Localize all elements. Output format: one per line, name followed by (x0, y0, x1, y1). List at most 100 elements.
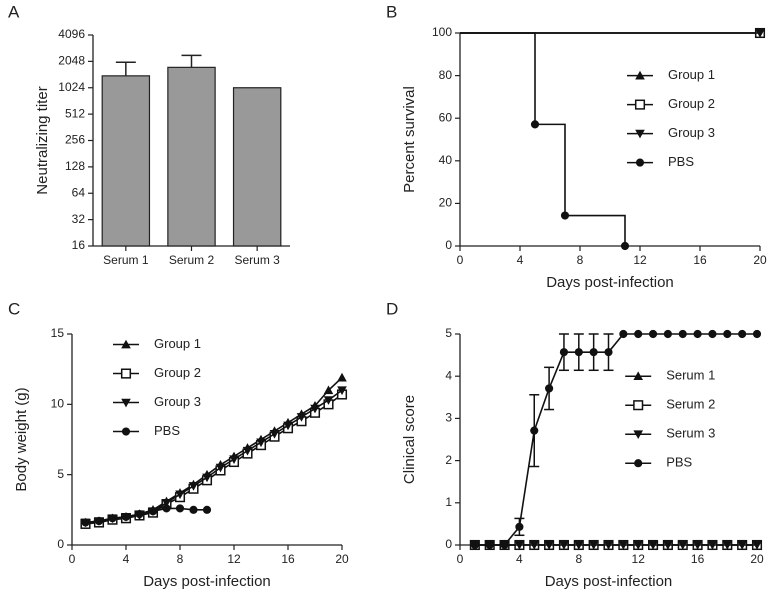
data-point (752, 541, 762, 550)
y-tick-label: 2 (445, 453, 452, 467)
y-tick-label: 0 (445, 238, 452, 252)
legend-marker (633, 371, 643, 381)
x-axis-label: Days post-infection (545, 573, 673, 590)
data-point (256, 438, 266, 448)
data-point (560, 211, 570, 220)
series-line (85, 389, 343, 524)
series-line (460, 32, 626, 246)
y-tick-label: 256 (65, 133, 85, 147)
data-point (269, 430, 280, 439)
data-point (215, 463, 226, 473)
data-point (648, 329, 658, 339)
data-point (175, 490, 185, 500)
y-tick-label: 64 (72, 185, 86, 199)
x-tick-label: 0 (457, 552, 464, 566)
y-tick-label: 32 (72, 212, 86, 226)
data-point (121, 512, 131, 521)
y-tick-label: 40 (439, 153, 453, 167)
data-point (663, 329, 672, 339)
data-point (323, 385, 334, 395)
data-point (618, 541, 629, 550)
x-tick-label: 4 (516, 552, 523, 566)
x-tick-label: 16 (281, 552, 295, 566)
y-tick-label: 0 (445, 537, 452, 551)
y-tick-label: 60 (439, 110, 453, 124)
data-point (161, 498, 172, 508)
data-point (296, 413, 307, 422)
data-point (559, 541, 569, 550)
y-axis-label: Percent survival (401, 86, 418, 193)
data-point (663, 541, 673, 550)
data-point (737, 541, 747, 550)
y-tick-label: 1024 (58, 80, 85, 94)
data-point (559, 348, 569, 357)
data-point (530, 426, 539, 435)
y-tick-label: 4096 (58, 27, 85, 41)
data-point (589, 348, 598, 357)
legend-label: Serum 2 (666, 397, 715, 412)
legend-label: Group 2 (668, 96, 715, 111)
y-tick-label: 20 (439, 196, 453, 210)
y-tick-label: 4 (445, 368, 452, 382)
data-point (677, 541, 688, 550)
data-point (707, 541, 718, 550)
data-point (148, 507, 158, 516)
y-tick-label: 10 (51, 397, 65, 411)
y-tick-label: 16 (72, 238, 86, 252)
legend-marker (633, 400, 644, 411)
x-tick-label: 0 (69, 552, 76, 566)
x-tick-label: 20 (750, 552, 764, 566)
y-tick-label: 15 (51, 326, 65, 340)
data-point (603, 541, 614, 550)
y-tick-label: 1 (445, 495, 452, 509)
data-point (202, 505, 212, 514)
data-point (619, 329, 628, 339)
data-point (485, 540, 494, 550)
data-point (175, 504, 185, 513)
bar (232, 87, 282, 247)
x-tick-label: 16 (693, 253, 707, 267)
data-point (604, 348, 613, 357)
data-point (648, 541, 658, 550)
x-tick-label: 12 (632, 552, 646, 566)
series-line (85, 507, 207, 524)
legend-label: Serum 1 (666, 368, 715, 383)
data-point (514, 541, 525, 550)
data-point (337, 372, 347, 382)
data-point (94, 517, 104, 526)
data-point (81, 518, 90, 527)
data-point (530, 120, 540, 129)
x-axis-label: Days post-infection (143, 573, 271, 590)
data-point (162, 504, 171, 513)
legend-label: Group 1 (154, 336, 201, 351)
data-point (752, 329, 762, 339)
x-tick-label: Serum 2 (169, 253, 215, 267)
y-tick-label: 5 (57, 467, 64, 481)
y-tick-label: 100 (432, 25, 452, 39)
x-tick-label: Serum 3 (234, 253, 280, 267)
data-point (529, 541, 540, 550)
legend-label: PBS (668, 154, 694, 169)
data-point (323, 396, 334, 405)
data-point (337, 386, 347, 396)
legend-marker (633, 430, 643, 439)
legend-label: Serum 3 (666, 426, 715, 441)
data-point (135, 509, 144, 519)
panel-label: D (386, 299, 398, 318)
data-point (588, 541, 599, 550)
panel-label: C (8, 299, 20, 318)
data-point (620, 241, 630, 251)
x-tick-label: 4 (123, 552, 130, 566)
data-point (574, 348, 583, 357)
bar (101, 75, 151, 247)
data-point (723, 329, 732, 339)
data-point (470, 540, 479, 550)
data-point (544, 541, 554, 550)
data-point (755, 29, 765, 38)
data-point (738, 329, 747, 339)
data-point (108, 514, 117, 523)
legend-marker (121, 339, 131, 349)
x-tick-label: 12 (227, 552, 241, 566)
data-point (678, 329, 687, 339)
